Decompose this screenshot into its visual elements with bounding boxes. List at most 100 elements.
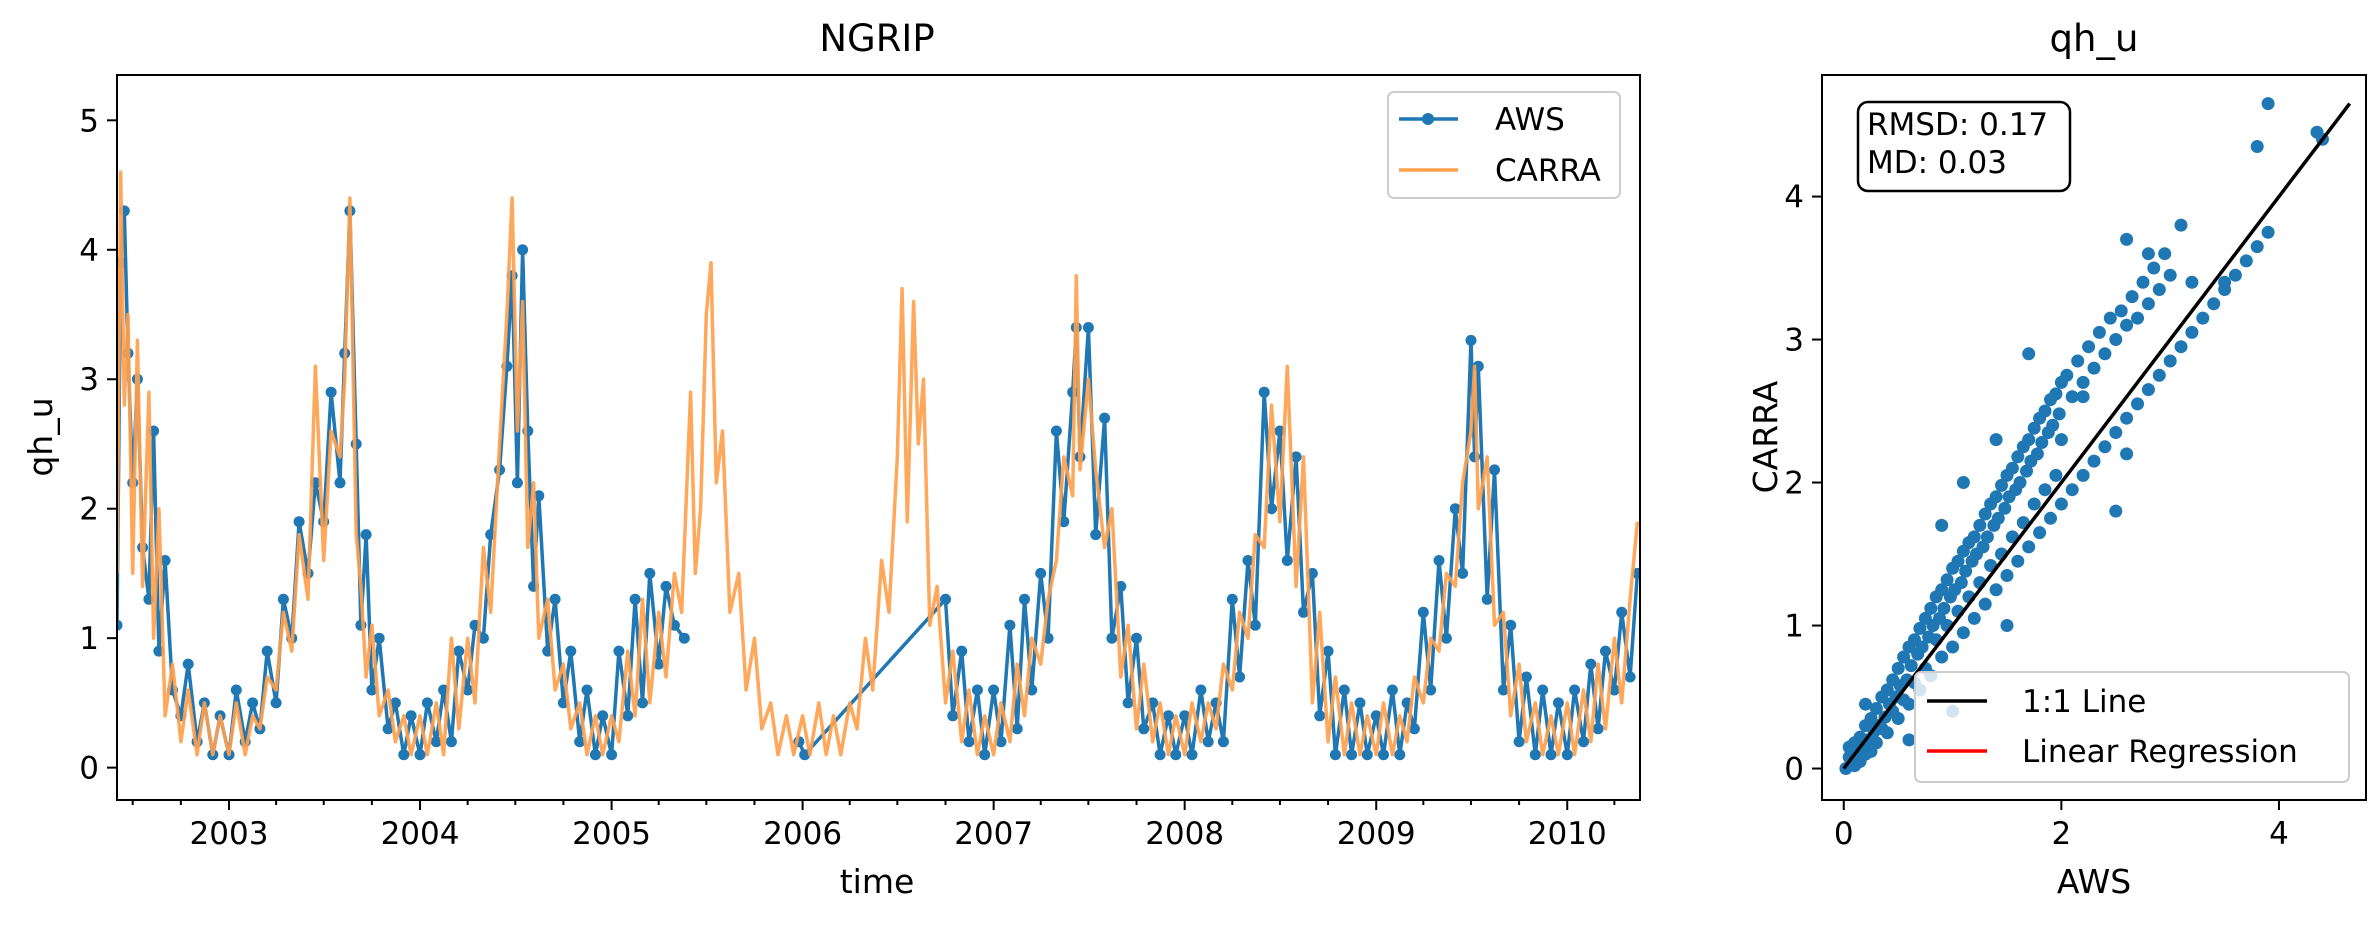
scatter-point: [2109, 426, 2123, 439]
scatter-point: [1853, 754, 1867, 768]
aws-point: [1026, 684, 1038, 696]
aws-point: [1600, 645, 1611, 657]
scatter-point: [1995, 478, 2008, 492]
scatter-point: [2174, 340, 2188, 354]
aws-point: [1440, 632, 1452, 644]
timeseries-panel: NGRIP 2003 2004 2005 2006 2007 2008 2009 2010 0…: [21, 17, 1641, 901]
scatter-point: [2000, 619, 2014, 632]
scatter-point: [1989, 433, 2003, 447]
scatter-point: [2218, 275, 2232, 289]
aws-point: [1154, 749, 1166, 761]
aws-point: [581, 684, 593, 696]
scatter-stats-box: RMSD: 0.17 MD: 0.03: [1856, 100, 2072, 193]
aws-point: [421, 697, 433, 709]
aws-point: [1217, 736, 1229, 748]
scatter-point: [2163, 268, 2177, 282]
scatter-point: [2065, 390, 2079, 404]
aws-point: [398, 749, 410, 761]
aws-point: [453, 645, 465, 657]
scatter-point: [2152, 283, 2166, 296]
aws-point: [1361, 749, 1373, 761]
stats-box-frame: [1856, 100, 2072, 193]
scatter-point: [2022, 433, 2036, 447]
aws-point: [389, 697, 401, 709]
aws-point: [1170, 749, 1182, 761]
timeseries-x-axis-ticks: 2003 2004 2005 2006 2007 2008 2009 2010: [131, 800, 1616, 852]
legend-linear-regression-label: Linear Regression: [2022, 734, 2298, 770]
aws-point: [533, 490, 545, 502]
timeseries-x-tick-label-2004: 2004: [381, 816, 460, 852]
scatter-point: [2022, 347, 2036, 361]
aws-point: [1585, 658, 1597, 670]
aws-point: [1346, 749, 1358, 761]
carra-series-line: [117, 170, 1640, 757]
aws-point: [117, 619, 123, 631]
timeseries-x-tick-label-2005: 2005: [572, 816, 651, 852]
aws-point: [799, 749, 811, 761]
scatter-point: [2038, 404, 2052, 418]
aws-point: [325, 386, 337, 398]
aws-point: [678, 632, 690, 644]
aws-point: [1115, 580, 1127, 592]
scatter-point: [2174, 218, 2188, 232]
aws-point: [1082, 322, 1094, 333]
scatter-x-tick-label-4: 4: [2269, 816, 2289, 852]
aws-point: [360, 529, 372, 541]
aws-point: [549, 593, 561, 605]
aws-series-line-segment-0: [117, 209, 686, 757]
aws-point: [1545, 749, 1557, 761]
aws-point: [1417, 606, 1429, 618]
scatter-point: [2131, 311, 2144, 325]
scatter-point: [2022, 540, 2036, 554]
aws-point: [1004, 619, 1016, 631]
aws-point: [405, 710, 417, 722]
legend-aws-marker-swatch: [1422, 113, 1434, 125]
scatter-point: [2196, 311, 2210, 325]
aws-point: [1202, 736, 1214, 748]
aws-point: [1578, 736, 1589, 748]
scatter-point: [2011, 450, 2025, 464]
scatter-title: qh_u: [2050, 17, 2139, 60]
aws-point: [1616, 606, 1628, 618]
scatter-point: [2013, 476, 2027, 489]
aws-point: [445, 736, 457, 748]
scatter-point: [2141, 383, 2155, 397]
aws-point: [1050, 425, 1062, 437]
aws-point: [1386, 684, 1398, 696]
scatter-point: [1904, 659, 1918, 673]
scatter-point: [2131, 397, 2144, 411]
scatter-point: [2076, 468, 2090, 482]
scatter-point: [1915, 640, 1929, 654]
aws-point: [1281, 555, 1293, 566]
scatter-point: [1859, 697, 1872, 711]
aws-point: [1329, 749, 1341, 761]
timeseries-legend: AWS CARRA: [1387, 91, 1621, 199]
timeseries-y-tick-label-3: 3: [79, 362, 99, 398]
aws-point: [971, 684, 983, 696]
scatter-x-tick-label-0: 0: [1834, 816, 1854, 852]
scatter-point: [2033, 526, 2047, 540]
scatter-point: [2141, 247, 2155, 261]
timeseries-x-tick-label-2006: 2006: [763, 816, 842, 852]
scatter-point: [2076, 390, 2090, 404]
aws-point: [1162, 710, 1174, 722]
aws-point: [159, 555, 171, 566]
aws-point: [1433, 555, 1445, 566]
scatter-y-tick-label-0: 0: [1784, 752, 1804, 788]
legend-one-to-one-label: 1:1 Line: [2022, 684, 2146, 720]
scatter-point: [2052, 407, 2066, 421]
scatter-point: [1954, 576, 1968, 590]
scatter-point: [2185, 275, 2199, 289]
scatter-point: [2120, 318, 2134, 332]
timeseries-y-tick-label-5: 5: [79, 103, 99, 139]
scatter-point: [1869, 702, 1883, 715]
scatter-y-tick-label-4: 4: [1784, 180, 1804, 216]
aws-point: [1481, 593, 1493, 605]
aws-point: [1370, 710, 1382, 722]
aws-point: [940, 593, 951, 605]
scatter-point: [2228, 268, 2242, 282]
scatter-point: [2103, 311, 2117, 325]
aws-point: [270, 697, 282, 709]
aws-point: [1234, 671, 1246, 683]
